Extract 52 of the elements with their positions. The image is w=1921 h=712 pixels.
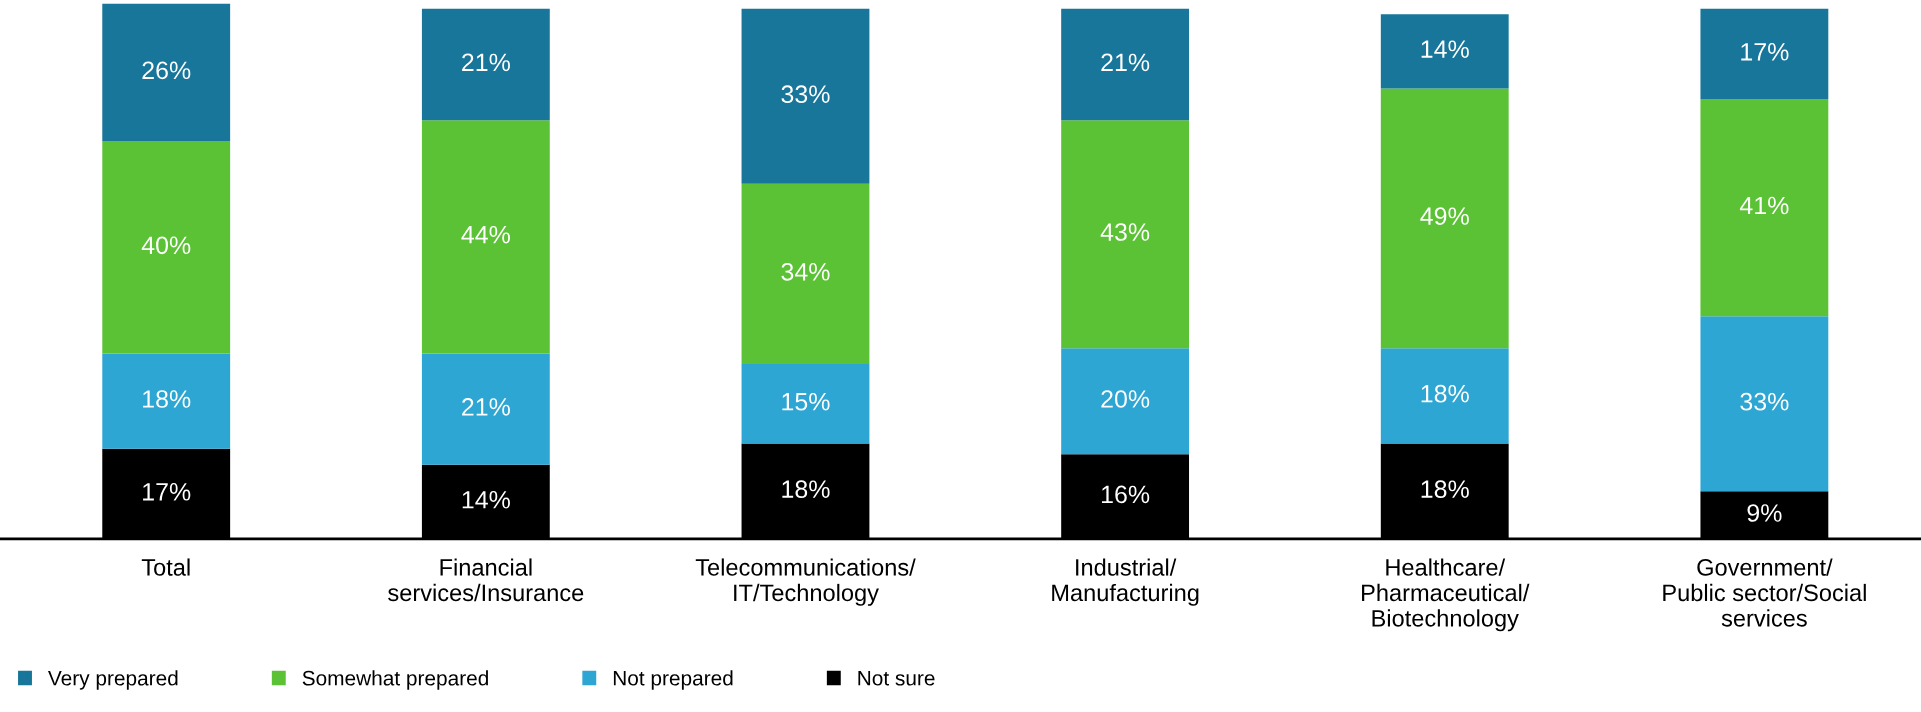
- data-label: 18%: [1421, 480, 1469, 498]
- bar: [1061, 348, 1190, 455]
- data-label: 14%: [462, 490, 510, 509]
- bar: [741, 8, 870, 184]
- bar: [102, 3, 231, 142]
- data-label: 21%: [1101, 53, 1150, 72]
- x-tick-label: Total: [141, 558, 190, 576]
- data-label: 18%: [143, 390, 191, 408]
- bar: [1700, 8, 1829, 99]
- data-label: 15%: [782, 392, 830, 411]
- data-label: 34%: [781, 262, 830, 281]
- data-label: 14%: [1421, 40, 1469, 58]
- data-label: 49%: [1420, 207, 1469, 225]
- x-tick-label: Financial services/Insurance: [388, 558, 584, 602]
- bar: [1061, 8, 1190, 121]
- data-label: 26%: [142, 61, 191, 80]
- bar: [1700, 316, 1829, 492]
- bar: [1380, 14, 1509, 89]
- legend-label: Not sure: [858, 671, 935, 686]
- data-label: 18%: [1421, 384, 1469, 403]
- bar: [1380, 348, 1509, 444]
- data-label: 44%: [461, 225, 510, 244]
- data-label: 17%: [143, 483, 191, 501]
- data-label: 43%: [1100, 223, 1150, 241]
- data-label: 18%: [782, 480, 830, 498]
- x-tick-label: Telecommunications/ IT/Technology: [695, 558, 916, 606]
- data-label: 33%: [781, 85, 830, 104]
- data-label: 33%: [1740, 392, 1789, 411]
- bar: [102, 141, 231, 354]
- x-tick-label: Government/ Public sector/Social services: [1663, 558, 1866, 627]
- data-label: 21%: [462, 398, 510, 416]
- data-label: 17%: [1741, 43, 1789, 61]
- x-tick-label: Industrial/ Manufacturing: [1052, 558, 1199, 606]
- data-label: 40%: [141, 236, 191, 255]
- bar: [741, 183, 870, 365]
- data-label: 9%: [1747, 504, 1782, 522]
- data-label: 21%: [462, 53, 510, 72]
- x-tick-label: Healthcare/ Pharmaceutical/ Biotechnology: [1362, 558, 1530, 632]
- bar: [1061, 120, 1190, 349]
- bar: [741, 364, 870, 444]
- bar: [1700, 98, 1829, 317]
- legend-label: Not prepared: [613, 670, 733, 690]
- bar: [421, 353, 550, 465]
- data-label: 16%: [1102, 485, 1150, 504]
- data-label: 41%: [1739, 196, 1789, 215]
- bar: [102, 353, 231, 449]
- bar: [421, 120, 550, 354]
- bar: [421, 8, 550, 121]
- data-label: 20%: [1101, 390, 1150, 408]
- legend-label: Very prepared: [48, 670, 178, 690]
- bar: [1380, 88, 1509, 349]
- legend-label: Somewhat prepared: [302, 670, 488, 690]
